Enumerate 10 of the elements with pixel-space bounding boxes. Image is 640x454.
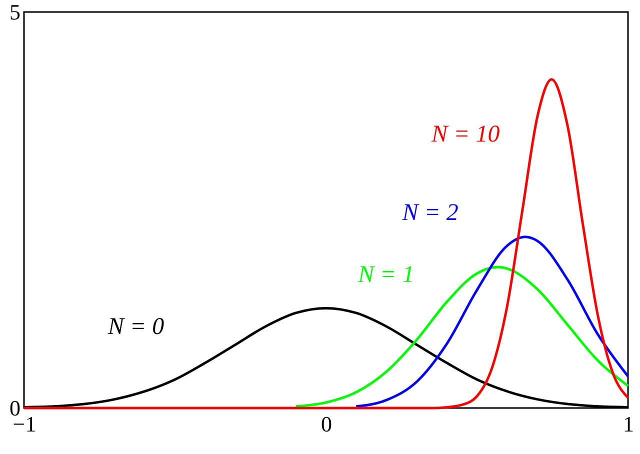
line-series [22, 78, 630, 410]
text: N = 2 [401, 200, 458, 226]
line-series [294, 266, 630, 408]
x-tick-label: 0 [321, 412, 332, 436]
line-series [354, 236, 630, 408]
y-tick-label: 5 [10, 0, 20, 24]
series-label: N = 10 [430, 121, 500, 148]
series-label: N = 0 [106, 314, 164, 340]
x-tick-label: 1 [623, 412, 634, 436]
series-label: N = 1 [357, 262, 414, 288]
